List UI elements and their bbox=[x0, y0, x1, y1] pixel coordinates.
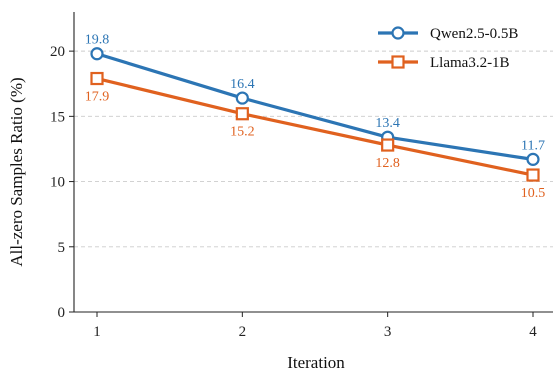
legend-label: Qwen2.5-0.5B bbox=[430, 26, 518, 42]
data-label-qwen2-5-0-5b: 19.8 bbox=[85, 33, 110, 48]
x-tick-label: 1 bbox=[93, 324, 101, 340]
gridlines bbox=[74, 50, 553, 248]
series-line-llama3-2-1b bbox=[96, 76, 534, 177]
data-point-qwen2-5-0-5b bbox=[90, 47, 104, 61]
data-label-qwen2-5-0-5b: 16.4 bbox=[230, 77, 255, 92]
data-label-llama3-2-1b: 12.8 bbox=[375, 156, 400, 171]
data-point-qwen2-5-0-5b bbox=[526, 152, 540, 166]
legend-marker bbox=[391, 26, 405, 40]
data-point-llama3-2-1b bbox=[381, 138, 395, 152]
data-labels: 19.8 16.4 13.4 11.7 17.9 15.2 12.8 10.5 bbox=[85, 33, 546, 201]
legend-label: Llama3.2-1B bbox=[430, 55, 510, 71]
data-label-llama3-2-1b: 15.2 bbox=[230, 125, 255, 140]
y-tick-label: 15 bbox=[50, 109, 65, 125]
y-tick-label: 20 bbox=[50, 44, 65, 60]
data-label-llama3-2-1b: 17.9 bbox=[85, 90, 110, 105]
y-tick-label: 5 bbox=[58, 240, 66, 256]
x-tick-label: 4 bbox=[529, 324, 537, 340]
x-tick-label: 3 bbox=[384, 324, 392, 340]
data-label-llama3-2-1b: 10.5 bbox=[521, 186, 546, 201]
y-axis-title: All-zero Samples Ratio (%) bbox=[7, 77, 26, 266]
axes: 0 5 10 15 20 1 2 3 4 bbox=[50, 12, 553, 340]
series-line-qwen2-5-0-5b bbox=[96, 52, 534, 161]
legend-item-llama3-2-1b: Llama3.2-1B bbox=[378, 55, 510, 71]
data-label-qwen2-5-0-5b: 13.4 bbox=[375, 116, 400, 131]
legend-marker bbox=[391, 55, 405, 69]
data-label-qwen2-5-0-5b: 11.7 bbox=[521, 138, 545, 153]
series bbox=[90, 47, 540, 182]
data-point-llama3-2-1b bbox=[526, 168, 540, 182]
y-tick-label: 10 bbox=[50, 175, 65, 191]
x-tick-label: 2 bbox=[239, 324, 247, 340]
data-point-qwen2-5-0-5b bbox=[235, 91, 249, 105]
x-axis-title: Iteration bbox=[287, 353, 345, 372]
legend-item-qwen2-5-0-5b: Qwen2.5-0.5B bbox=[378, 26, 518, 42]
y-tick-label: 0 bbox=[58, 305, 66, 321]
data-point-llama3-2-1b bbox=[90, 71, 104, 86]
legend: Qwen2.5-0.5B Llama3.2-1B bbox=[378, 26, 518, 71]
data-point-llama3-2-1b bbox=[235, 107, 249, 121]
